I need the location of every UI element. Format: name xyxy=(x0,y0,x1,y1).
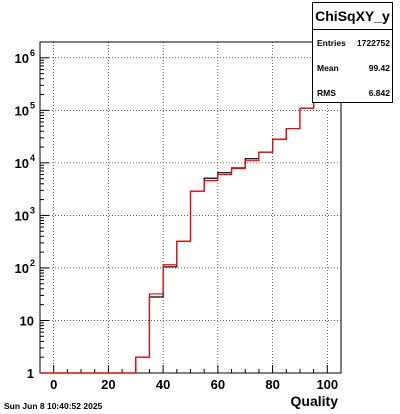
y-tick-exponent: 2 xyxy=(30,258,35,268)
stats-row-rms: RMS 6.842 xyxy=(317,88,390,98)
x-tick-label: 0 xyxy=(50,377,57,392)
stats-title: ChiSqXY_y xyxy=(313,3,392,30)
x-tick-label: 100 xyxy=(316,377,338,392)
x-axis-label: Quality xyxy=(291,393,339,409)
y-tick-label: 10 xyxy=(20,313,34,328)
x-tick-label: 80 xyxy=(265,377,279,392)
y-tick-exponent: 3 xyxy=(30,205,35,215)
x-ticks: 0 20 40 60 80 100 xyxy=(39,365,342,392)
y-tick-label: 1 xyxy=(27,366,34,381)
stats-row-entries: Entries 1722752 xyxy=(317,38,390,48)
rms-label: RMS xyxy=(317,88,336,98)
entries-value: 1722752 xyxy=(356,38,390,48)
y-tick-exponent: 5 xyxy=(30,100,35,110)
x-tick-label: 20 xyxy=(101,377,115,392)
x-tick-label: 60 xyxy=(211,377,225,392)
stats-row-mean: Mean 99.42 xyxy=(317,63,390,73)
histogram-series xyxy=(40,52,341,374)
y-tick-label: 10 xyxy=(15,103,29,118)
x-tick-label: 40 xyxy=(156,377,170,392)
rms-value: 6.842 xyxy=(368,88,390,98)
histogram-series-red xyxy=(40,52,341,374)
mean-label: Mean xyxy=(317,63,339,73)
stats-box: ChiSqXY_y Entries 1722752 Mean 99.42 RMS… xyxy=(312,2,393,103)
y-tick-exponent: 6 xyxy=(30,48,35,58)
y-tick-label: 10 xyxy=(15,156,29,171)
y-tick-label: 10 xyxy=(15,208,29,223)
y-tick-label: 10 xyxy=(15,51,29,66)
y-tick-label: 10 xyxy=(15,261,29,276)
timestamp: Sun Jun 8 10:40:52 2025 xyxy=(4,401,103,411)
y-tick-exponent: 4 xyxy=(30,153,35,163)
entries-label: Entries xyxy=(317,38,346,48)
mean-value: 99.42 xyxy=(368,63,390,73)
